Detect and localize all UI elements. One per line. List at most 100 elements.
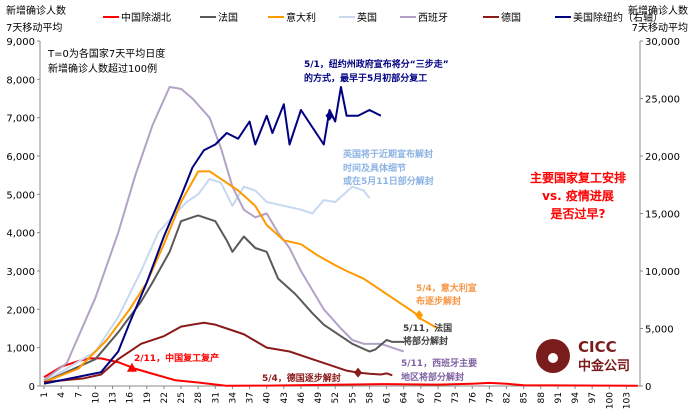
x-tick-label: 40 <box>263 392 273 404</box>
annotation-italy-line1: 5/4，意大利宣 <box>416 282 477 294</box>
title-annotation-line3: 是否过早? <box>550 206 606 221</box>
annotation-italy-line2: 布逐步解封 <box>415 295 461 307</box>
x-tick-label: 22 <box>160 392 170 403</box>
left-tick-label: 7,000 <box>6 114 35 125</box>
x-tick-label: 46 <box>297 392 307 404</box>
cicc-logo: CICC 中金公司 <box>536 338 630 374</box>
x-tick-label: 16 <box>126 392 136 404</box>
x-tick-label: 34 <box>228 392 238 404</box>
x-tick-label: 67 <box>417 392 427 403</box>
legend-label: 美国除纽约（右轴） <box>573 11 663 24</box>
right-tick-label: 5,000 <box>645 325 674 336</box>
x-tick-label: 73 <box>451 392 461 403</box>
x-tick-label: 1 <box>40 392 50 398</box>
x-tick-label: 52 <box>331 392 341 403</box>
x-tick-label: 70 <box>434 392 444 404</box>
series-line <box>43 178 371 384</box>
left-tick-label: 9,000 <box>6 37 35 48</box>
series-line <box>43 214 404 384</box>
x-tick-label: 25 <box>177 392 187 403</box>
legend-label: 英国 <box>357 11 377 24</box>
right-tick-label: 15,000 <box>645 210 680 221</box>
left-tick-label: 1,000 <box>6 344 35 355</box>
left-tick-label: 0 <box>29 382 35 393</box>
triangle-marker <box>126 362 137 372</box>
x-tick-label: 58 <box>365 392 375 404</box>
note-line2: 新增确诊人数超过100例 <box>48 62 157 75</box>
legend: 中国除湖北 法国 意大利 英国 西班牙 德国 美国除纽约（右轴） <box>103 11 663 24</box>
legend-label: 意大利 <box>286 11 316 24</box>
left-tick-label: 6,000 <box>6 152 35 163</box>
legend-label: 德国 <box>501 11 521 24</box>
x-tick-label: 7 <box>74 392 84 398</box>
series-line <box>43 86 382 385</box>
x-tick-label: 19 <box>143 392 153 404</box>
annotation-uk-line3: 或在5月11日部分解封 <box>343 175 434 187</box>
x-tick-label: 61 <box>383 392 393 403</box>
x-tick-label: 79 <box>485 392 495 404</box>
title-annotation-line1: 主要国家复工安排 <box>530 170 626 185</box>
annotation-germany: 5/4，德国逐步解封 <box>262 372 341 384</box>
x-tick-label: 91 <box>554 392 564 403</box>
left-axis-label-line1: 新增确诊人数 <box>6 4 66 17</box>
x-tick-label: 37 <box>246 392 256 403</box>
right-tick-label: 20,000 <box>645 152 680 163</box>
note-line1: T=0为各国家7天平均日度 <box>47 47 165 60</box>
x-tick-label: 49 <box>314 392 324 404</box>
x-tick-label: 85 <box>520 392 530 403</box>
x-tick-label: 10 <box>91 392 101 404</box>
annotation-us-line1: 5/1，纽约州政府宣布将分“三步走” <box>304 58 449 70</box>
annotation-france-line2: 将部分解封 <box>403 335 448 347</box>
left-tick-label: 2,000 <box>6 305 35 316</box>
series-line <box>43 321 393 384</box>
title-annotation: 主要国家复工安排 vs. 疫情进展 是否过早? <box>530 170 626 221</box>
right-axis-label-line2: 7天移动平均 <box>632 21 688 34</box>
x-tick-label: 97 <box>588 392 598 403</box>
right-tick-label: 30,000 <box>645 37 680 48</box>
right-axis-label-line1: 新增确诊人数 <box>628 4 688 17</box>
annotation-china: 2/11，中国复工复产 <box>134 352 219 364</box>
series-line <box>43 86 405 382</box>
right-tick-label: 25,000 <box>645 95 680 106</box>
diamond-marker <box>415 310 424 321</box>
x-tick-label: 43 <box>280 392 290 403</box>
x-tick-label: 31 <box>211 392 221 403</box>
annotation-uk-line2: 时间及具体细节 <box>343 162 406 174</box>
legend-label: 中国除湖北 <box>121 11 171 24</box>
right-axis-label: 新增确诊人数 7天移动平均 <box>628 4 688 34</box>
x-tick-label: 100 <box>605 392 615 409</box>
left-tick-label: 3,000 <box>6 267 35 278</box>
logo-text-cn: 中金公司 <box>578 358 630 374</box>
legend-label: 法国 <box>218 11 238 24</box>
series-line <box>43 357 638 387</box>
logo-dot <box>548 353 558 363</box>
x-tick-label: 103 <box>622 392 632 409</box>
annotation-uk-line1: 英国将于近期宣布解封 <box>342 148 433 160</box>
x-tick-label: 64 <box>400 392 410 404</box>
note: T=0为各国家7天平均日度 新增确诊人数超过100例 <box>47 47 165 75</box>
diamond-marker <box>354 367 363 378</box>
left-axis-label: 新增确诊人数 7天移动平均 <box>6 4 66 34</box>
left-tick-label: 5,000 <box>6 190 35 201</box>
annotation-france-line1: 5/11，法国 <box>403 322 452 334</box>
x-tick-label: 55 <box>348 392 358 403</box>
annotation-spain-line2: 地区将部分解封 <box>401 371 464 383</box>
left-axis-label-line2: 7天移动平均 <box>6 21 62 34</box>
annotation-france: 5/11，法国 将部分解封 <box>403 322 452 347</box>
x-tick-label: 13 <box>109 392 119 403</box>
legend-label: 西班牙 <box>418 12 448 24</box>
annotation-italy: 5/4，意大利宣 布逐步解封 <box>415 282 477 307</box>
x-tick-label: 94 <box>571 392 581 404</box>
x-tick-label: 76 <box>468 392 478 404</box>
x-tick-label: 82 <box>503 392 513 403</box>
logo-text-en: CICC <box>578 338 617 356</box>
annotation-spain: 5/11，西班牙主要 地区将部分解封 <box>401 357 477 383</box>
annotation-uk: 英国将于近期宣布解封 时间及具体细节 或在5月11日部分解封 <box>342 148 434 187</box>
right-tick-label: 0 <box>645 382 651 393</box>
diamond-marker <box>325 110 334 121</box>
annotation-us: 5/1，纽约州政府宣布将分“三步走” 的方式，最早于5月初部分复工 <box>304 58 449 84</box>
left-tick-label: 4,000 <box>6 229 35 240</box>
title-annotation-line2: vs. 疫情进展 <box>542 188 614 203</box>
